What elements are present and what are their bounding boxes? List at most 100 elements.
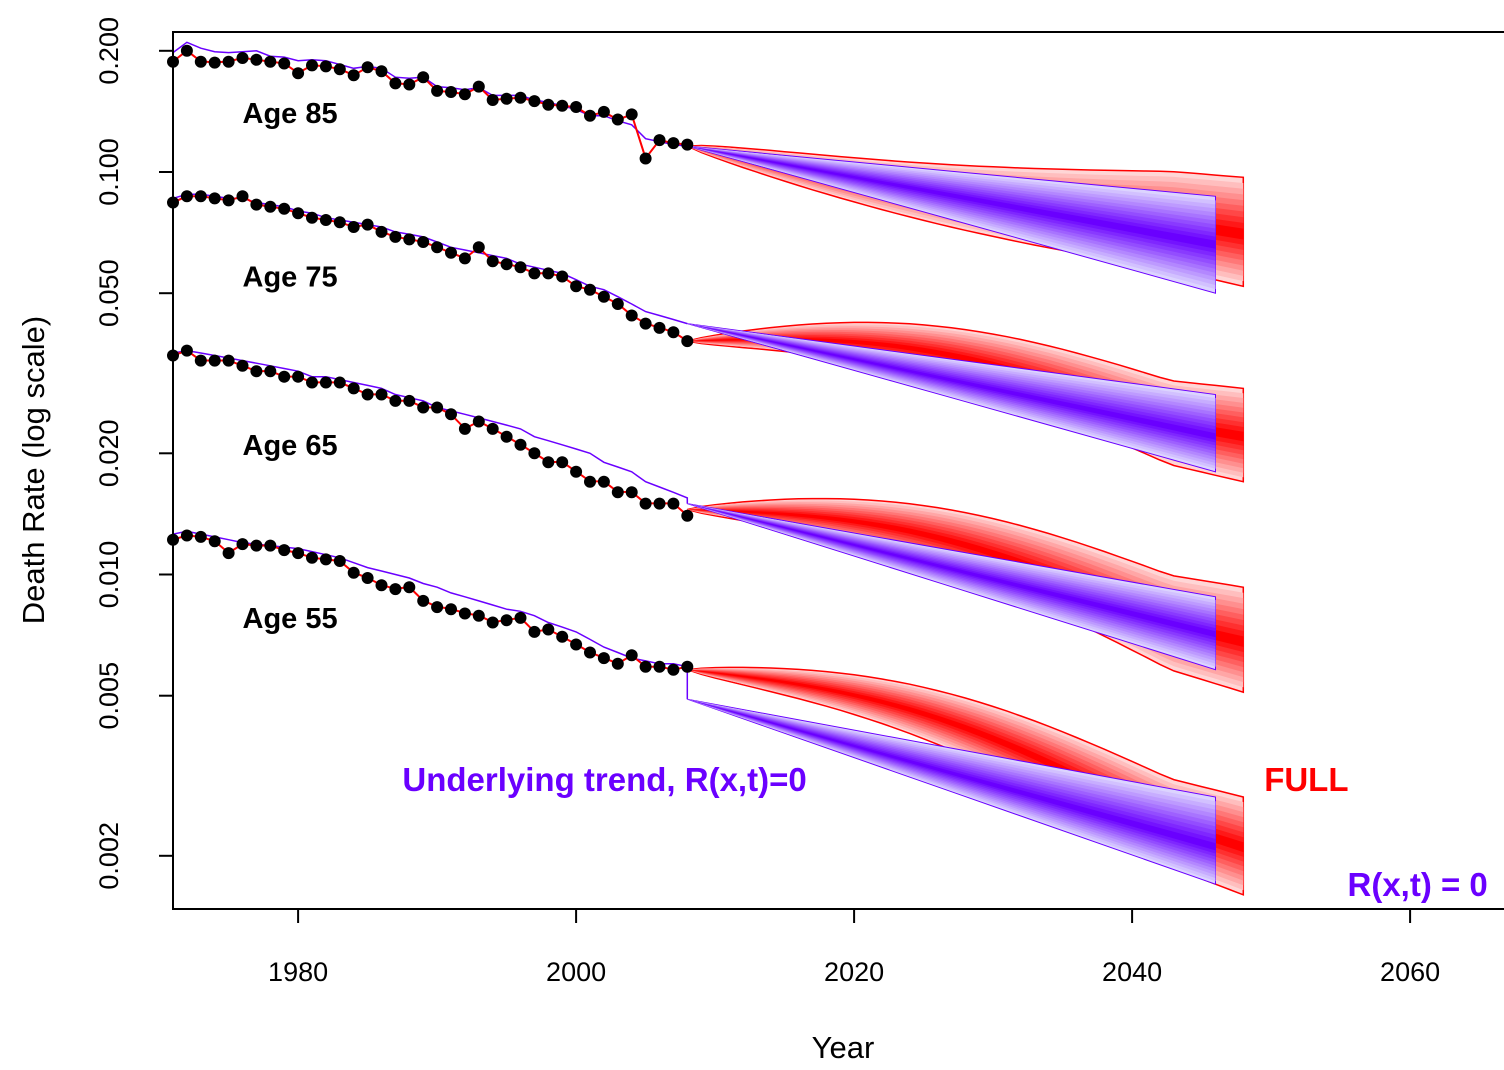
observed-point-age-85: [403, 78, 416, 91]
observed-point-age-55: [319, 553, 332, 566]
observed-point-age-85: [208, 56, 221, 69]
observed-point-age-75: [653, 321, 666, 334]
r0-fan-band-age-65: [687, 503, 1216, 644]
observed-point-age-65: [250, 365, 263, 378]
observed-point-age-75: [528, 267, 541, 280]
y-axis-title: Death Rate (log scale): [16, 316, 51, 624]
r0-fan-band-age-75: [687, 323, 1216, 443]
observed-point-age-65: [472, 415, 485, 428]
observed-point-age-55: [222, 547, 235, 560]
x-tick-label: 1980: [268, 957, 328, 987]
observed-point-age-55: [528, 625, 541, 638]
y-tick-label: 0.020: [94, 420, 124, 488]
observed-point-age-85: [417, 71, 430, 84]
observed-point-age-65: [306, 376, 318, 389]
observed-point-age-55: [347, 566, 360, 579]
r0-fan-band-age-85: [687, 146, 1216, 290]
observed-point-age-85: [264, 55, 277, 68]
observed-point-age-75: [361, 218, 374, 231]
r0-fan-band-age-75: [687, 323, 1216, 458]
observed-point-age-65: [236, 359, 249, 372]
observed-point-age-65: [528, 447, 541, 460]
observed-point-age-75: [292, 207, 305, 220]
r0-fan-band-age-85: [687, 146, 1216, 286]
annotation-0: Underlying trend, R(x,t)=0: [402, 761, 806, 798]
r0-fan-band-age-55: [687, 699, 1216, 882]
r0-fan-band-age-75: [687, 323, 1216, 461]
observed-point-age-85: [445, 86, 457, 98]
observed-point-age-55: [375, 579, 388, 592]
annotation-1: FULL: [1264, 761, 1348, 798]
observed-point-age-85: [292, 67, 305, 80]
observed-point-age-55: [389, 583, 402, 596]
observed-point-age-75: [403, 233, 416, 246]
observed-point-age-55: [306, 551, 318, 564]
observed-point-age-55: [236, 538, 249, 551]
r0-fan-band-age-65: [687, 503, 1216, 647]
observed-point-age-55: [208, 535, 221, 548]
series-label-age-55: Age 55: [243, 603, 338, 635]
observed-point-age-65: [653, 497, 666, 510]
observed-point-age-55: [542, 623, 555, 636]
observed-point-age-55: [486, 616, 499, 629]
observed-point-age-65: [319, 376, 332, 389]
trend-line-age-65: [173, 349, 689, 504]
r0-fan-band-age-65: [687, 503, 1216, 652]
observed-point-age-85: [584, 109, 596, 122]
observed-point-age-85: [319, 60, 332, 73]
observed-point-age-85: [375, 65, 388, 78]
forecast-fans: [686, 144, 1245, 896]
observed-point-age-65: [417, 401, 430, 414]
observed-point-age-65: [625, 486, 638, 499]
r0-fan-band-age-55: [687, 699, 1216, 857]
observed-point-age-85: [306, 59, 318, 72]
r0-fan-band-age-65: [687, 503, 1216, 650]
observed-point-age-75: [208, 192, 221, 205]
observed-point-age-55: [611, 657, 624, 670]
trend-line-age-75: [173, 193, 688, 325]
observed-point-age-85: [278, 57, 291, 70]
observed-point-age-75: [625, 309, 638, 322]
observed-point-age-75: [500, 258, 513, 271]
r0-fan-band-age-55: [687, 699, 1216, 875]
observed-point-age-65: [389, 394, 402, 407]
r0-fan-band-age-75: [687, 323, 1216, 455]
observed-point-age-75: [667, 326, 680, 339]
r0-fan-band-age-85: [687, 146, 1216, 249]
observed-point-age-65: [500, 430, 513, 443]
observed-point-age-75: [597, 290, 610, 303]
y-tick-label: 0.010: [94, 541, 124, 609]
observed-point-age-65: [264, 365, 277, 378]
x-tick-label: 2060: [1380, 957, 1440, 987]
observed-point-age-65: [639, 497, 652, 510]
observed-point-age-85: [333, 63, 346, 76]
r0-fan-band-age-55: [687, 699, 1216, 851]
y-tick-label: 0.002: [94, 822, 124, 890]
observed-point-age-75: [486, 255, 499, 268]
observed-point-age-65: [292, 370, 305, 383]
observed-point-age-75: [180, 190, 193, 203]
r0-fan-band-age-85: [687, 146, 1216, 253]
observed-point-age-55: [445, 603, 457, 616]
r0-fan-band-age-75: [687, 323, 1216, 449]
observed-point-age-75: [417, 236, 430, 248]
observed-point-age-55: [361, 572, 374, 584]
observed-point-age-75: [250, 198, 263, 211]
r0-fan-band-age-75: [687, 323, 1216, 440]
observed-point-age-65: [445, 408, 457, 421]
observed-point-age-85: [681, 138, 694, 151]
observed-point-age-75: [639, 317, 652, 330]
observed-point-age-55: [653, 660, 666, 673]
observed-point-age-55: [417, 594, 430, 607]
observed-point-age-75: [194, 190, 207, 203]
observed-point-age-55: [194, 530, 207, 543]
observed-point-age-55: [431, 601, 444, 614]
observed-point-age-75: [306, 211, 318, 224]
r0-fan-band-age-65: [687, 503, 1216, 664]
observed-point-age-65: [514, 438, 527, 451]
y-tick-label: 0.200: [94, 17, 124, 85]
r0-fan-band-age-55: [687, 699, 1216, 860]
observed-point-age-85: [570, 101, 583, 113]
observed-point-age-75: [514, 261, 527, 274]
